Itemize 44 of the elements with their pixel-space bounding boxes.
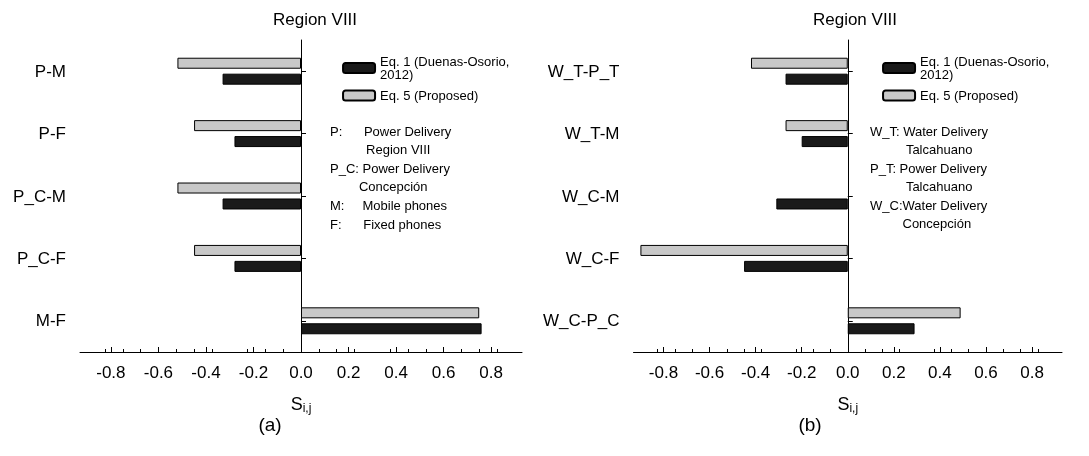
legend-label: Eq. 5 (Proposed) bbox=[380, 88, 479, 103]
text: (a) bbox=[258, 414, 282, 435]
text: (b) bbox=[798, 414, 822, 435]
x-tick-label: 0.4 bbox=[928, 363, 952, 382]
y-tick-label: W_T-M bbox=[564, 124, 620, 144]
y-tick-label: P_C-F bbox=[16, 248, 66, 268]
annotation: W_T: Water Delivery Talcahuano bbox=[870, 123, 989, 157]
x-tick-label: -0.8 bbox=[648, 363, 679, 382]
x-tick-label: 0.2 bbox=[882, 363, 906, 382]
text: P: Power Delivery bbox=[330, 123, 452, 139]
x-tick-label: 0.4 bbox=[384, 363, 408, 382]
legend-label: Eq. 1 (Duenas-Osorio, 2012) bbox=[920, 54, 1054, 82]
x-tick-label: -0.2 bbox=[787, 363, 817, 382]
x-tick-label: -0.2 bbox=[238, 363, 269, 382]
x-tick-label: -0.6 bbox=[143, 363, 174, 382]
annotation: W_C:Water Delivery Concepción bbox=[870, 197, 988, 231]
y-tick-label: W_C-P_C bbox=[542, 311, 620, 331]
annotation: P_T: Power Delivery Talcahuano bbox=[870, 160, 988, 194]
annotation: M: Mobile phones bbox=[330, 197, 448, 213]
y-tick-label: W_C-F bbox=[565, 248, 620, 268]
text: Region VIII bbox=[330, 141, 431, 157]
text: 0.0 bbox=[289, 363, 313, 382]
chart-title: Region VIII bbox=[812, 10, 898, 29]
x-tick-label: -0.6 bbox=[694, 363, 725, 382]
x-tick-label: 0.6 bbox=[431, 363, 456, 382]
x-tick-label: 0.6 bbox=[974, 363, 998, 382]
x-tick-label: -0.4 bbox=[191, 363, 221, 382]
y-tick-label: P-M bbox=[34, 61, 66, 81]
x-tick-label: 0.8 bbox=[1020, 363, 1044, 382]
chart-title: Region VIII bbox=[272, 10, 358, 29]
y-tick-label: P_C-M bbox=[13, 186, 66, 206]
x-tick-label: -0.4 bbox=[740, 363, 771, 382]
annotation: P_C: Power Delivery Concepción bbox=[330, 160, 451, 194]
text: 0.0 bbox=[835, 363, 860, 382]
x-tick-label: -0.8 bbox=[96, 363, 126, 382]
x-tick-label: 0.2 bbox=[336, 363, 361, 382]
x-tick-label: 0.8 bbox=[479, 363, 503, 382]
legend-label: Eq. 1 (Duenas-Osorio, 2012) bbox=[380, 54, 514, 82]
y-tick-label: W_C-M bbox=[561, 186, 620, 206]
y-tick-label: W_T-P_T bbox=[547, 61, 620, 81]
legend-label: Eq. 5 (Proposed) bbox=[920, 88, 1019, 103]
y-tick-label: M-F bbox=[35, 311, 66, 331]
y-tick-label: P-F bbox=[38, 124, 66, 144]
annotation: F: Fixed phones bbox=[330, 216, 442, 232]
